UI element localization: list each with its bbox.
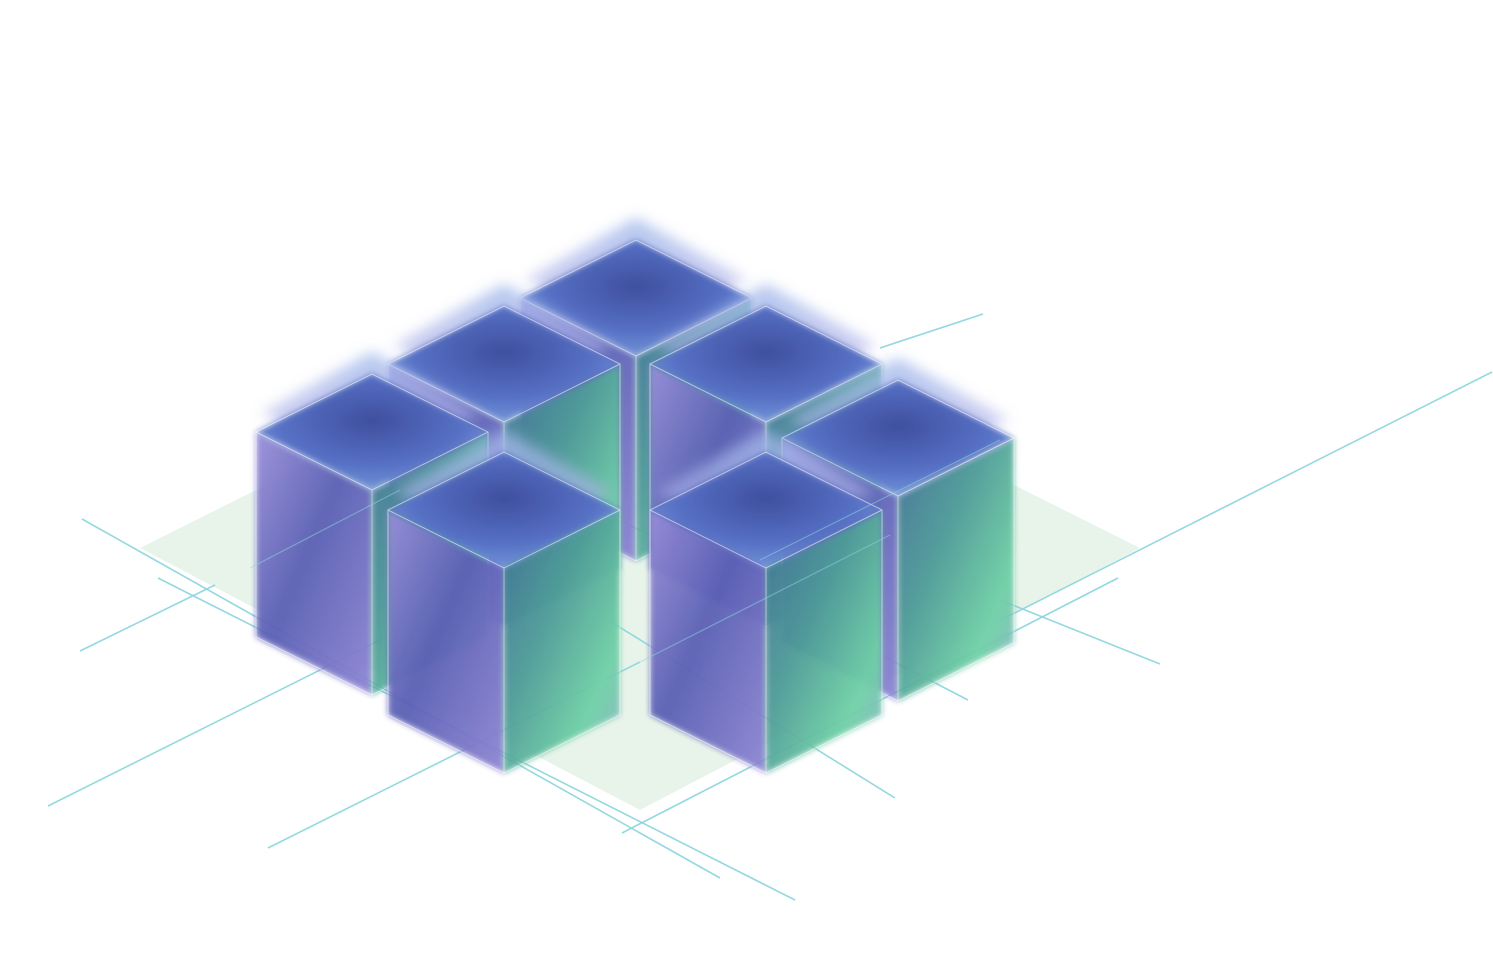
cube-left-face xyxy=(650,510,766,773)
cube-right-face xyxy=(766,510,882,773)
cube-edges xyxy=(255,373,489,696)
cube-edges xyxy=(649,451,883,774)
guide-line xyxy=(999,599,1161,665)
cube xyxy=(649,430,883,774)
cube-right-face xyxy=(504,510,620,773)
cube-left-face xyxy=(388,510,504,773)
cube xyxy=(387,430,621,774)
guide-line xyxy=(639,534,891,663)
guide-line xyxy=(759,439,1001,561)
cube-edges xyxy=(781,379,1015,702)
guide-line xyxy=(879,313,984,349)
cube-edges xyxy=(387,451,621,774)
cube-cluster xyxy=(255,218,1015,774)
guide-line xyxy=(994,371,1493,624)
cube-right-face xyxy=(898,438,1014,701)
guide-line xyxy=(249,489,401,569)
cube-left-face xyxy=(256,432,372,695)
guide-line xyxy=(79,584,216,652)
front-guide-lines xyxy=(249,439,1001,663)
